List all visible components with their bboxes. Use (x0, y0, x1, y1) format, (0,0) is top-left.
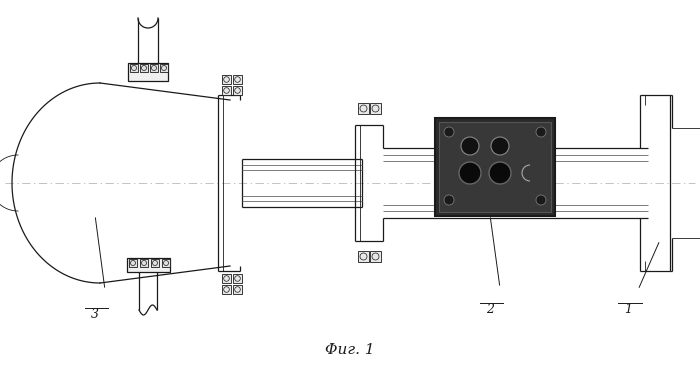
Bar (370, 103, 381, 114)
Circle shape (444, 127, 454, 137)
Bar (129, 259, 137, 267)
Bar (162, 259, 170, 267)
Text: 3: 3 (91, 308, 99, 321)
Bar (222, 274, 231, 283)
Bar (439, 122, 551, 212)
Bar (160, 64, 168, 72)
Text: Φиг. 1: Φиг. 1 (326, 343, 374, 357)
Circle shape (444, 195, 454, 205)
Bar (140, 64, 148, 72)
Bar (222, 285, 231, 294)
Bar (358, 103, 369, 114)
Circle shape (491, 137, 509, 155)
Circle shape (461, 137, 479, 155)
Circle shape (459, 162, 481, 184)
Bar (233, 75, 242, 84)
Bar (150, 64, 158, 72)
Bar (358, 251, 369, 262)
Bar (222, 75, 231, 84)
Circle shape (536, 127, 546, 137)
Circle shape (536, 195, 546, 205)
Bar (130, 64, 138, 72)
Bar (151, 259, 159, 267)
Bar (370, 251, 381, 262)
Bar (233, 86, 242, 95)
Bar (127, 258, 170, 272)
Bar (435, 118, 555, 216)
Bar (222, 86, 231, 95)
Circle shape (489, 162, 511, 184)
Bar (140, 259, 148, 267)
Text: 1: 1 (624, 303, 632, 316)
Text: 2: 2 (486, 303, 494, 316)
Bar (233, 285, 242, 294)
Bar (233, 274, 242, 283)
Bar (128, 63, 168, 81)
